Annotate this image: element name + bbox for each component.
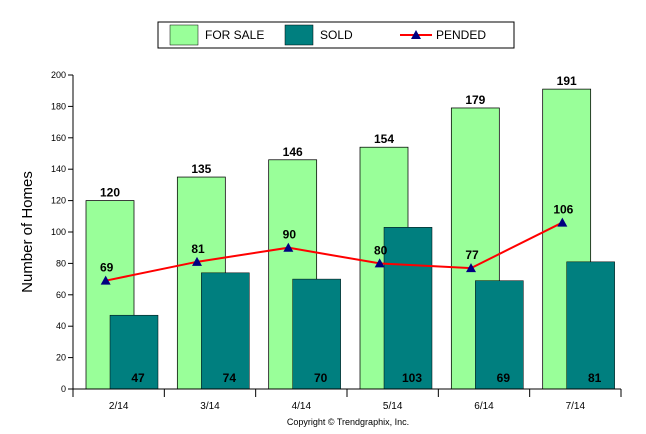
y-tick-label: 200: [51, 70, 66, 80]
label-pended: 90: [283, 228, 297, 242]
y-tick-label: 140: [51, 164, 66, 174]
x-tick-label: 5/14: [383, 401, 403, 412]
label-sold: 81: [588, 371, 602, 385]
pended-marker: [192, 256, 202, 266]
label-for-sale: 146: [283, 145, 303, 159]
pended-marker: [374, 258, 385, 268]
x-tick-label: 2/14: [109, 401, 129, 412]
copyright-footer: Copyright © Trendgraphix, Inc.: [287, 417, 409, 427]
label-for-sale: 179: [465, 93, 485, 107]
legend-swatch-sold: [284, 24, 314, 46]
label-pended: 81: [191, 242, 205, 256]
label-sold: 47: [131, 371, 145, 385]
label-pended: 80: [374, 243, 388, 257]
x-tick-label: 7/14: [566, 401, 586, 412]
pended-line: [100, 217, 568, 285]
label-pended: 106: [553, 203, 573, 217]
label-pended: 69: [100, 261, 114, 275]
x-tick-label: 3/14: [200, 401, 220, 412]
bar-sold: [201, 272, 250, 390]
legend-label-for-sale: FOR SALE: [205, 28, 264, 42]
bar-sold: [292, 278, 341, 390]
bar-sold: [109, 314, 159, 390]
pended-marker: [100, 275, 111, 285]
y-tick-label: 60: [56, 290, 66, 300]
label-for-sale: 120: [100, 186, 120, 200]
y-axis-title: Number of Homes: [19, 171, 36, 293]
y-tick-label: 0: [61, 384, 66, 394]
legend: FOR SALE SOLD PENDED: [157, 21, 515, 49]
bar-sold: [475, 280, 524, 390]
legend-label-sold: SOLD: [320, 28, 353, 42]
label-sold: 70: [314, 371, 328, 385]
label-sold: 69: [497, 371, 511, 385]
bar-sold: [383, 227, 433, 390]
y-tick-label: 160: [51, 133, 66, 143]
bar-sold: [566, 261, 615, 390]
label-for-sale: 135: [191, 162, 211, 176]
y-tick-label: 40: [56, 321, 66, 331]
y-tick-label: 80: [56, 258, 66, 268]
data-labels: 120 135 146 154 179 191 47 74 70 103 69 81 69 81 90 80 7…: [100, 74, 602, 385]
label-sold: 74: [223, 371, 237, 385]
pended-line-path: [105, 221, 563, 282]
legend-frame: [157, 21, 515, 49]
y-tick-label: 100: [51, 227, 66, 237]
legend-swatch-for-sale: [169, 24, 199, 46]
label-for-sale: 154: [374, 132, 394, 146]
pended-marker: [557, 217, 568, 227]
label-sold: 103: [402, 371, 422, 385]
x-axis-ticks: 2/14 3/14 4/14 5/14 6/14 7/14: [72, 389, 622, 412]
bars: [85, 88, 615, 390]
y-tick-label: 20: [56, 353, 66, 363]
label-for-sale: 191: [557, 74, 577, 88]
y-tick-label: 180: [51, 101, 66, 111]
legend-label-pended: PENDED: [436, 28, 486, 42]
pended-marker: [466, 263, 476, 273]
y-axis-ticks: 0 20 40 60 80 100 120 140 160 180 200: [51, 70, 73, 394]
legend-marker-pended: [411, 30, 421, 39]
y-tick-label: 120: [51, 196, 66, 206]
x-tick-label: 4/14: [292, 401, 312, 412]
label-pended: 77: [465, 248, 479, 262]
x-tick-label: 6/14: [474, 401, 494, 412]
pended-marker: [283, 242, 294, 252]
